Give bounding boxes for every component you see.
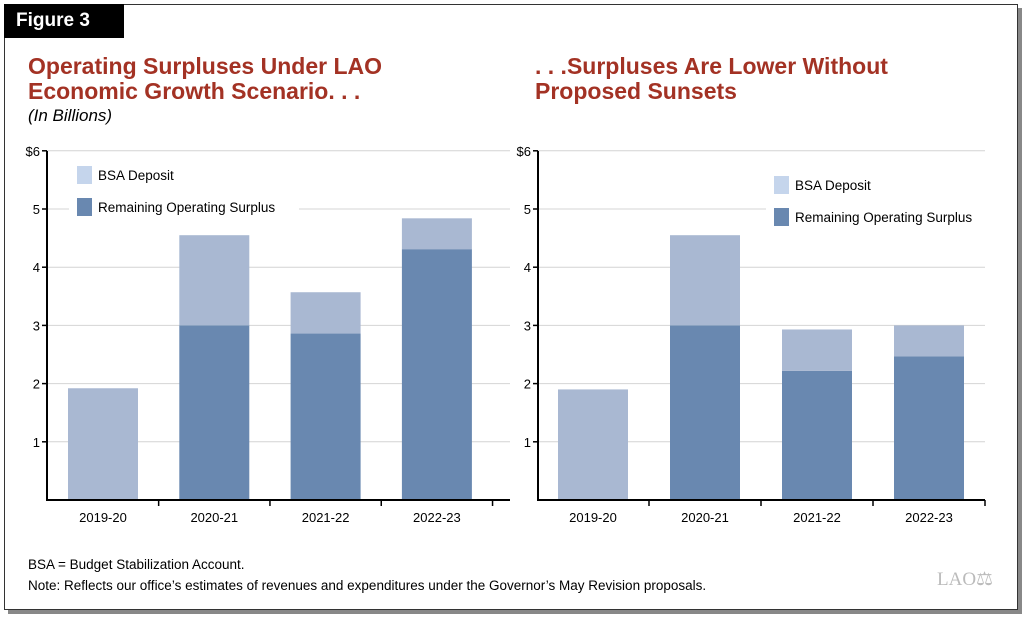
c1-legend-label: Remaining Operating Surplus xyxy=(795,210,972,225)
lao-logo: LAO⚖ xyxy=(937,569,994,590)
c1-bar-surplus xyxy=(782,370,852,500)
c1-legend-label: BSA Deposit xyxy=(795,178,871,193)
c1-bar-bsa xyxy=(894,325,964,357)
left-chart-title: Operating Surpluses Under LAO Economic G… xyxy=(28,53,382,104)
c0-ytick-label: 5 xyxy=(33,202,40,217)
figure-frame xyxy=(4,4,1018,610)
c1-bar-surplus xyxy=(894,356,964,500)
c1-xtick-label: 2020-21 xyxy=(681,510,729,525)
c0-ytick-label: 2 xyxy=(33,377,40,392)
c0-bar-surplus xyxy=(179,325,250,500)
c1-legend-swatch xyxy=(774,208,789,226)
c1-xtick-label: 2019-20 xyxy=(569,510,617,525)
c0-ytick-label: $6 xyxy=(26,144,40,159)
c0-legend-bg xyxy=(69,156,299,218)
c0-bar-bsa xyxy=(290,292,361,334)
c0-bar-bsa xyxy=(68,388,138,500)
c1-ytick-label: 4 xyxy=(524,260,531,275)
c0-bar-bsa xyxy=(179,235,250,326)
c0-bar-bsa xyxy=(401,218,472,250)
c0-legend-label: BSA Deposit xyxy=(98,168,174,183)
c1-ytick-label: 3 xyxy=(524,318,531,333)
c0-bar-surplus xyxy=(290,333,361,500)
left-chart-subtitle: (In Billions) xyxy=(28,106,113,125)
c1-bar-surplus xyxy=(670,325,740,500)
note-bsa: BSA = Budget Stabilization Account. xyxy=(28,557,245,572)
c1-legend-bg xyxy=(766,166,996,228)
c1-bar-bsa xyxy=(782,329,852,371)
figure-label: Figure 3 xyxy=(4,4,124,38)
c1-ytick-label: 5 xyxy=(524,202,531,217)
c1-ytick-label: 1 xyxy=(524,435,531,450)
c1-bar-bsa xyxy=(670,235,740,326)
c0-legend-swatch xyxy=(77,198,92,216)
c1-ytick-label: 2 xyxy=(524,377,531,392)
note-source: Note: Reflects our office’s estimates of… xyxy=(28,578,707,593)
c1-ytick-label: $6 xyxy=(517,144,531,159)
c1-bar-bsa xyxy=(558,389,628,500)
c1-xtick-label: 2022-23 xyxy=(905,510,953,525)
c0-ytick-label: 1 xyxy=(33,435,40,450)
c0-ytick-label: 3 xyxy=(33,318,40,333)
c0-xtick-label: 2020-21 xyxy=(190,510,238,525)
c1-xtick-label: 2021-22 xyxy=(793,510,841,525)
c0-legend-label: Remaining Operating Surplus xyxy=(98,200,275,215)
c0-xtick-label: 2022-23 xyxy=(413,510,461,525)
c0-xtick-label: 2021-22 xyxy=(302,510,350,525)
c0-xtick-label: 2019-20 xyxy=(79,510,127,525)
c0-legend-swatch xyxy=(77,166,92,184)
c0-ytick-label: 4 xyxy=(33,260,40,275)
c1-legend-swatch xyxy=(774,176,789,194)
c0-bar-surplus xyxy=(401,249,472,500)
right-chart-title: . . .Surpluses Are Lower Without Propose… xyxy=(535,53,888,104)
